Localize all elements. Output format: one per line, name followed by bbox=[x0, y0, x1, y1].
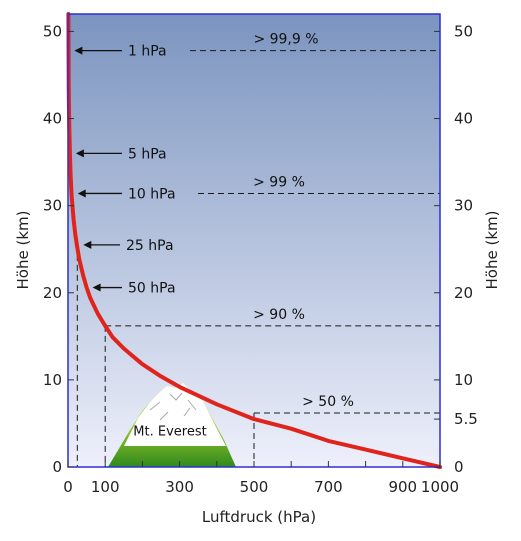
pressure-curve bbox=[66, 12, 442, 469]
everest-annotation: Mt. Everest bbox=[133, 424, 206, 439]
threshold-label: > 99 % bbox=[253, 174, 305, 190]
x-axis-title: Luftdruck (hPa) bbox=[202, 508, 316, 526]
y-tick-label-right: 20 bbox=[454, 284, 473, 302]
x-tick-label: 1000 bbox=[421, 478, 459, 496]
everest-mountain bbox=[108, 383, 236, 467]
y-tick-label-right: 10 bbox=[454, 371, 473, 389]
y-tick-label-left: 0 bbox=[52, 458, 62, 476]
x-tick-label: 700 bbox=[314, 478, 343, 496]
x-tick-label: 900 bbox=[388, 478, 417, 496]
everest-label: Mt. Everest bbox=[133, 424, 206, 439]
mountain-ridges bbox=[149, 392, 197, 421]
guide-lines bbox=[76, 50, 440, 467]
marker-label: 25 hPa bbox=[126, 238, 174, 254]
y-tick-label-right: 5.5 bbox=[454, 410, 478, 428]
marker-label: 50 hPa bbox=[128, 281, 176, 297]
mountain-snowcap bbox=[124, 383, 226, 446]
y-tick-label-left: 50 bbox=[43, 22, 62, 40]
marker-label: 10 hPa bbox=[128, 186, 176, 202]
plot-background bbox=[68, 14, 440, 467]
x-tick-label: 100 bbox=[91, 478, 120, 496]
y-tick-label-left: 20 bbox=[43, 284, 62, 302]
y-tick-label-right: 0 bbox=[454, 458, 464, 476]
marker-arrowhead bbox=[92, 283, 101, 292]
threshold-label: > 90 % bbox=[253, 307, 305, 323]
threshold-label: > 99,9 % bbox=[253, 32, 318, 48]
marker-label: 5 hPa bbox=[128, 146, 167, 162]
y-tick-label-right: 40 bbox=[454, 110, 473, 128]
x-axis: 0 100 300 500 700 900 1000 bbox=[63, 461, 459, 496]
y-tick-label-right: 30 bbox=[454, 197, 473, 215]
marker-arrowhead bbox=[74, 46, 83, 55]
marker-arrowhead bbox=[83, 240, 92, 249]
y-axis-title-right: Höhe (km) bbox=[483, 211, 501, 290]
marker-arrowhead bbox=[77, 189, 86, 198]
marker-arrowhead bbox=[75, 149, 84, 158]
x-tick-label: 0 bbox=[63, 478, 73, 496]
y-tick-label-left: 40 bbox=[43, 110, 62, 128]
x-tick-label: 500 bbox=[240, 478, 269, 496]
y-tick-label-left: 30 bbox=[43, 197, 62, 215]
y-tick-label-right: 50 bbox=[454, 22, 473, 40]
y-axis-right: 0 5.5 10 20 30 40 50 bbox=[434, 22, 478, 476]
y-tick-label-left: 10 bbox=[43, 371, 62, 389]
threshold-labels: > 99,9 % > 99 % > 90 % > 50 % bbox=[253, 32, 354, 410]
y-axis-left: 0 10 20 30 40 50 bbox=[43, 22, 74, 476]
marker-label: 1 hPa bbox=[128, 44, 167, 60]
threshold-label: > 50 % bbox=[302, 394, 354, 410]
y-axis-title-left: Höhe (km) bbox=[14, 211, 32, 290]
pressure-markers: 1 hPa 5 hPa 10 hPa 25 hPa 50 hPa bbox=[74, 44, 176, 297]
x-tick-label: 300 bbox=[165, 478, 194, 496]
